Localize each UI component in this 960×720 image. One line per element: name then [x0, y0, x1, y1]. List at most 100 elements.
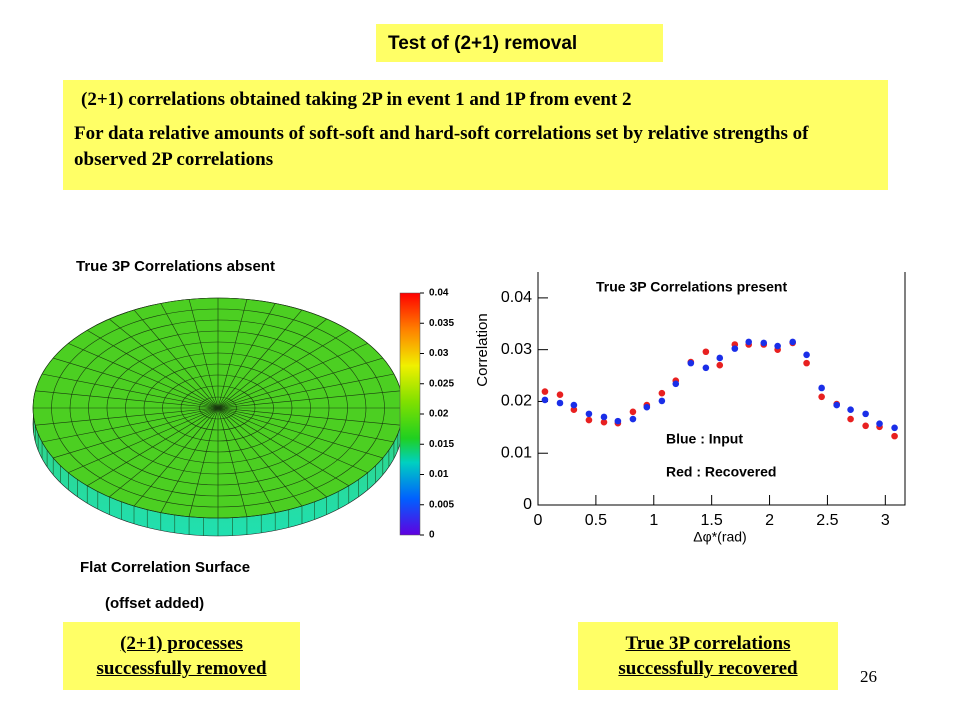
colorbar-tick-label: 0.03 [429, 348, 449, 359]
point [570, 401, 578, 409]
x-tick-label: 3 [881, 512, 890, 529]
point [585, 410, 593, 418]
disk-spoke [109, 407, 219, 498]
colorbar-tick-label: 0.02 [429, 409, 449, 420]
point [658, 397, 666, 405]
disk-spoke [217, 318, 327, 409]
point [774, 342, 781, 350]
disk-spoke [217, 407, 248, 517]
disk-spoke [217, 357, 383, 409]
point [847, 406, 854, 414]
page-number: 26 [860, 667, 877, 686]
conclusion: True 3P correlations successfully recove… [618, 633, 798, 679]
point [585, 416, 593, 424]
disk-spoke [217, 407, 401, 426]
disk-spoke [217, 373, 395, 409]
point [687, 359, 695, 367]
panel-label: True 3P Correlations absent [76, 258, 275, 275]
disk-spoke [217, 407, 303, 507]
disk-spoke [160, 407, 219, 513]
point [541, 388, 549, 395]
disk-spoke [217, 407, 276, 513]
point [556, 399, 564, 407]
title-box: Test of (2+1) removal [376, 24, 663, 62]
point [847, 415, 854, 423]
disk-spoke [217, 407, 395, 443]
disk-spoke [217, 309, 303, 409]
point [803, 351, 810, 359]
point [716, 354, 724, 362]
conclusion-box: (2+1) processes successfully removed [63, 622, 300, 690]
title: Test of (2+1) removal [388, 33, 578, 54]
colorbar-tick-label: 0.025 [429, 378, 454, 389]
info-box: (2+1) correlations obtained taking 2P in… [63, 80, 888, 190]
x-tick-label: 2.5 [816, 512, 838, 529]
colorbar [399, 292, 421, 536]
point [629, 408, 637, 416]
conclusion-box: True 3P correlations successfully recove… [578, 622, 838, 690]
disk-spoke [160, 303, 219, 409]
annotation: Blue : Input [666, 431, 743, 447]
point [818, 384, 825, 392]
x-tick-label: 1.5 [701, 512, 723, 529]
point [629, 415, 637, 423]
disk-spoke [41, 373, 219, 409]
axis-frame [537, 272, 906, 506]
disk-spoke [217, 407, 349, 487]
disk-spoke [217, 303, 276, 409]
point [672, 380, 680, 388]
point [862, 410, 869, 418]
disk-spoke [133, 309, 219, 409]
point [600, 413, 608, 421]
point [658, 389, 666, 397]
disk-spoke [35, 407, 219, 426]
point [818, 393, 825, 401]
point [643, 403, 651, 411]
point [876, 420, 883, 428]
y-axis-label: Correlation [474, 313, 491, 386]
point [600, 418, 608, 426]
disk-spoke [68, 343, 219, 409]
disk-spoke [188, 407, 219, 517]
colorbar-tick-label: 0.005 [429, 499, 454, 510]
x-tick-label: 1 [649, 512, 658, 529]
point [716, 361, 724, 369]
caption: Flat Correlation Surface [80, 559, 251, 576]
disk-spoke [217, 407, 327, 498]
point [833, 401, 840, 409]
x-tick-label: 0 [534, 512, 543, 529]
point [789, 338, 797, 346]
disk-spoke [188, 299, 219, 409]
y-tick-label: 0.04 [501, 289, 532, 306]
disk-spoke [87, 329, 219, 409]
y-tick-label: 0.03 [501, 341, 532, 358]
point [760, 339, 768, 347]
conclusion: (2+1) processes successfully removed [96, 633, 267, 679]
x-tick-label: 0.5 [585, 512, 607, 529]
disk-spoke [217, 343, 368, 409]
disk-spoke [217, 299, 248, 409]
disk-spoke [217, 407, 368, 473]
disk-spoke [87, 407, 219, 487]
y-tick-label: 0.01 [501, 444, 532, 461]
colorbar-tick-label: 0.035 [429, 318, 454, 329]
disk-spoke [217, 390, 401, 409]
chart-title: True 3P Correlations present [596, 279, 787, 295]
disk-spoke [217, 329, 349, 409]
disk-spoke [133, 407, 219, 507]
caption: (offset added) [105, 595, 205, 612]
disk-spoke [41, 407, 219, 443]
point [731, 345, 739, 352]
info-line: (2+1) correlations obtained taking 2P in… [81, 89, 632, 110]
point [803, 359, 810, 367]
point [614, 417, 622, 425]
point [702, 364, 710, 372]
disk-spoke [68, 407, 219, 473]
x-axis-label: Δφ*(rad) [693, 529, 746, 545]
point [541, 396, 549, 404]
colorbar-tick-label: 0.01 [429, 469, 449, 480]
point [556, 391, 564, 399]
point [745, 338, 753, 346]
disk-spoke [53, 357, 219, 409]
